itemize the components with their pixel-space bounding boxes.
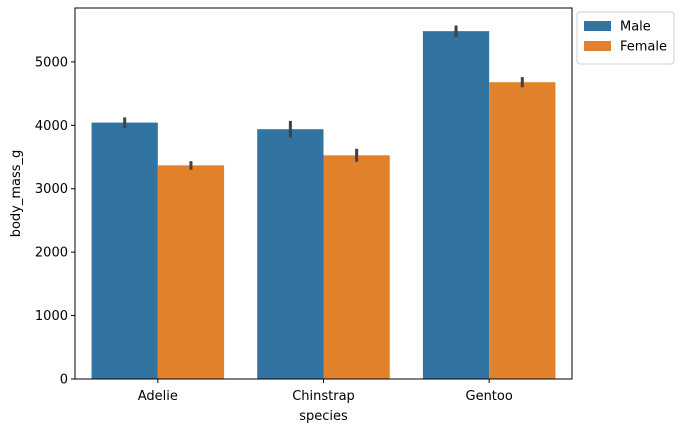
bars — [91, 31, 556, 380]
y-axis: 0 1000 2000 3000 4000 5000 — [35, 55, 75, 388]
bar-female-adelie — [157, 165, 225, 379]
y-axis-label: body_mass_g — [9, 150, 24, 238]
bar-male-chinstrap — [257, 129, 324, 379]
legend-swatch-male — [584, 21, 611, 31]
y-tick-label: 4000 — [35, 119, 68, 134]
plot-frame — [74, 7, 573, 380]
legend-label-female: Female — [620, 40, 667, 55]
x-axis: Adelie Chinstrap Gentoo — [138, 379, 513, 404]
error-bars — [123, 25, 524, 170]
legend: Male Female — [576, 11, 675, 65]
x-tick-label: Adelie — [138, 389, 178, 404]
bar-male-gentoo — [422, 31, 490, 380]
x-axis-label: species — [299, 409, 348, 424]
legend-swatch-female — [584, 41, 611, 51]
y-tick-label: 2000 — [35, 246, 68, 261]
bar-male-adelie — [91, 122, 158, 379]
x-tick-label: Chinstrap — [292, 389, 355, 404]
y-tick-label: 5000 — [35, 55, 68, 70]
bar-female-gentoo — [489, 82, 556, 379]
y-tick-label: 1000 — [35, 309, 68, 324]
y-tick-label: 0 — [60, 373, 68, 388]
bar-female-chinstrap — [323, 155, 390, 379]
x-tick-label: Gentoo — [466, 389, 513, 404]
legend-label-male: Male — [620, 20, 651, 35]
y-tick-label: 3000 — [35, 182, 68, 197]
